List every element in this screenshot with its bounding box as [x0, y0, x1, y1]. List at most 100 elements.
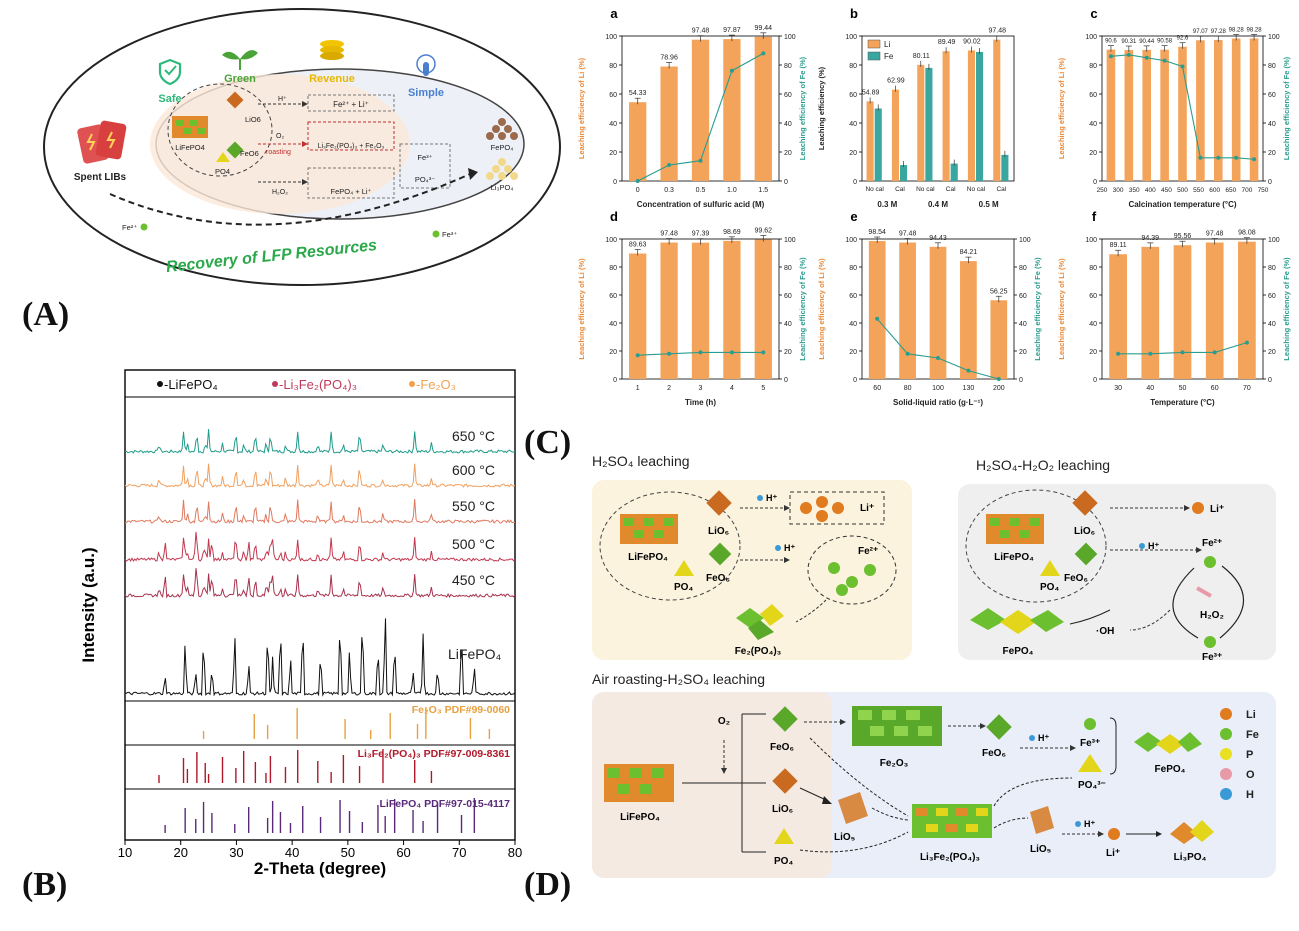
chart-e-xlabel: Solid-liquid ratio (g·L⁻¹) — [893, 398, 983, 407]
chart-d-y2tick: 40 — [784, 321, 792, 328]
chart-b-group-label: 0.3 M — [877, 200, 897, 209]
xrd-pattern-line — [124, 429, 516, 454]
chart-c-data-label: 98.28 — [1247, 27, 1263, 33]
c2-fe3-label: Fe³⁺ — [1202, 652, 1222, 663]
chart-e-fe-point — [936, 356, 940, 360]
chart-b-xtick: No cal — [967, 186, 986, 193]
chart-c-bar — [1231, 38, 1241, 181]
chart-a-xtick: 1.0 — [727, 187, 737, 194]
chart-d-fe-point — [635, 353, 640, 358]
chart-d-ytick: 80 — [609, 265, 617, 272]
chart-f-ytick: 0 — [1093, 377, 1097, 384]
fepo4-product-label: FePO₄ — [491, 143, 514, 152]
lifepo4-crystal-icon — [604, 764, 674, 802]
c2-oh-label: ·OH — [1096, 626, 1114, 637]
chart-c-panel-letter: c — [1090, 6, 1097, 21]
chart-a-xlabel: Concentration of sulfuric acid (M) — [637, 200, 765, 209]
chart-b-ytick: 40 — [849, 121, 857, 128]
chart-c-fe-point — [1126, 52, 1131, 57]
chart-c-fe-point — [1180, 64, 1185, 69]
xrd-pattern-line — [124, 568, 516, 599]
xrd-reference-label: Fe₂O₃ PDF#99-0060 — [412, 704, 510, 716]
chart-c-data-label: 90.44 — [1139, 39, 1155, 45]
chart-b-data-label: 90.02 — [963, 38, 981, 45]
chart-e-xtick: 80 — [904, 385, 912, 392]
c-fe2-label: Fe²⁺ — [858, 546, 878, 557]
d-lifepo4-label: LiFePO₄ — [620, 812, 660, 823]
chart-c-fe-point — [1144, 55, 1149, 60]
d-po4-label: PO₄ — [774, 856, 793, 867]
chart-d-xlabel: Time (h) — [685, 398, 716, 407]
lio5-icon — [838, 792, 868, 824]
sprout-icon — [222, 50, 258, 70]
chart-e-bar — [899, 242, 916, 379]
d-hplus-label-2: H⁺ — [1084, 819, 1095, 829]
chart-d-ytick: 0 — [613, 377, 617, 384]
benefit-label-safe: Safe — [158, 93, 181, 105]
chart-c-ytick: 100 — [1085, 34, 1097, 41]
recovery-overview-diagram: Safe Green Revenue Simple Spent LIBs LiF… — [43, 8, 561, 286]
panel-letter-a: (A) — [22, 296, 70, 333]
c2-fe2-label: Fe²⁺ — [1202, 538, 1222, 549]
chart-e-y2tick: 0 — [1019, 377, 1023, 384]
chart-e-xtick: 200 — [993, 385, 1005, 392]
spent-libs-label: Spent LIBs — [74, 172, 127, 183]
chart-f-bar — [1141, 246, 1160, 379]
chart-b-xtick: Cal — [996, 186, 1006, 193]
chart-a-xtick: 0 — [636, 187, 640, 194]
chart-a-ytick: 40 — [609, 121, 617, 128]
lio6-icon — [706, 490, 732, 516]
feo6-icon — [226, 141, 244, 159]
h2so4-leaching-title: H₂SO₄ leaching — [592, 453, 690, 469]
chart-c-xtick: 450 — [1161, 187, 1172, 194]
chart-f-ytick: 60 — [1089, 293, 1097, 300]
xrd-chart: -LiFePO₄ -Li₃Fe₂(PO₄)₃ -Fe₂O₃ 650 °C 600 °C… — [79, 369, 522, 878]
benefit-label-revenue: Revenue — [309, 73, 355, 85]
chart-e-data-label: 56.25 — [990, 288, 1008, 295]
chart-b-bar-li — [891, 89, 899, 181]
legend-atom-li-icon — [1220, 708, 1232, 720]
chart-b-bar-fe — [1001, 154, 1009, 181]
xrd-legend-marker — [409, 381, 415, 387]
xrd-legend-label: -LiFePO₄ — [164, 377, 218, 392]
chart-c-xtick: 650 — [1225, 187, 1236, 194]
chart-b-panel-letter: b — [850, 6, 858, 21]
chart-a-fe-point — [698, 158, 703, 163]
chart-c-xtick: 250 — [1097, 187, 1108, 194]
c-lio6-label: LiO₆ — [708, 526, 729, 537]
chart-d-ytick: 40 — [609, 321, 617, 328]
chart-c-data-label: 97.28 — [1211, 29, 1227, 35]
chart-f-xlabel: Temperature (°C) — [1150, 398, 1215, 407]
d-po43-label: PO₄³⁻ — [1078, 780, 1106, 791]
chart-b-xtick: Cal — [946, 186, 956, 193]
chart-e-fe-point — [996, 377, 1001, 381]
d-feo6-label-2: FeO₆ — [982, 748, 1006, 759]
chart-d-data-label: 98.69 — [723, 229, 741, 236]
feo6-label: FeO6 — [240, 149, 259, 158]
chart-e-y2tick: 100 — [1019, 237, 1031, 244]
po43-label: PO₄³⁻ — [415, 175, 435, 184]
chart-a-ytick: 60 — [609, 92, 617, 99]
chart-e-data-label: 97.48 — [899, 231, 917, 238]
po4-icon — [216, 152, 230, 162]
chart-b-data-label: 89.49 — [938, 39, 956, 46]
xrd-pattern-line — [124, 618, 516, 697]
chart-d-fe-point — [667, 351, 672, 356]
chart-b-ylabel: Leaching efficiency (%) — [817, 66, 826, 150]
chart-c-data-label: 98.28 — [1229, 27, 1245, 33]
chart-d-bar — [691, 242, 710, 379]
chart-e-ylabel: Leaching efficiency of Li (%) — [817, 258, 826, 360]
chart-f-y2label: Leaching efficiency of Fe (%) — [1282, 257, 1291, 361]
chart-b-group-label: 0.4 M — [928, 200, 948, 209]
chart-e-bar — [990, 300, 1008, 379]
li3po4-crystal-icon — [1170, 820, 1214, 844]
chart-c-ytick: 40 — [1089, 121, 1097, 128]
touch-icon — [416, 54, 436, 76]
chart-f-fe-point — [1148, 351, 1153, 356]
xrd-xtick: 40 — [285, 845, 299, 860]
c-fe2po43-label: Fe₂(PO₄)₃ — [735, 646, 782, 657]
chart-a-bar — [629, 102, 647, 181]
chart-f-panel-letter: f — [1092, 209, 1097, 224]
battery-icon — [77, 120, 127, 164]
chart-d-fe-point — [761, 350, 766, 355]
